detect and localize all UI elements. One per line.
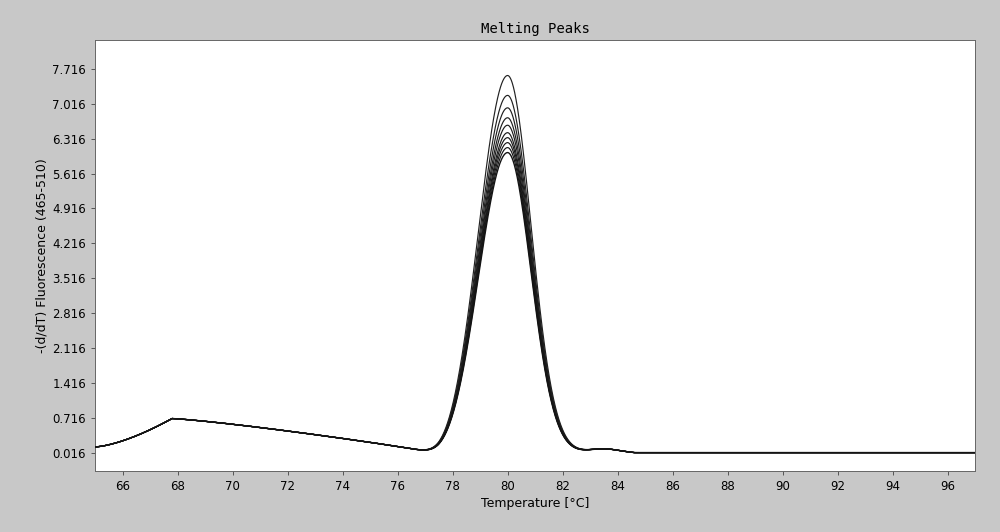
Title: Melting Peaks: Melting Peaks xyxy=(481,22,589,36)
Y-axis label: -(d/dT) Fluorescence (465-510): -(d/dT) Fluorescence (465-510) xyxy=(35,158,48,353)
X-axis label: Temperature [°C]: Temperature [°C] xyxy=(481,497,589,510)
